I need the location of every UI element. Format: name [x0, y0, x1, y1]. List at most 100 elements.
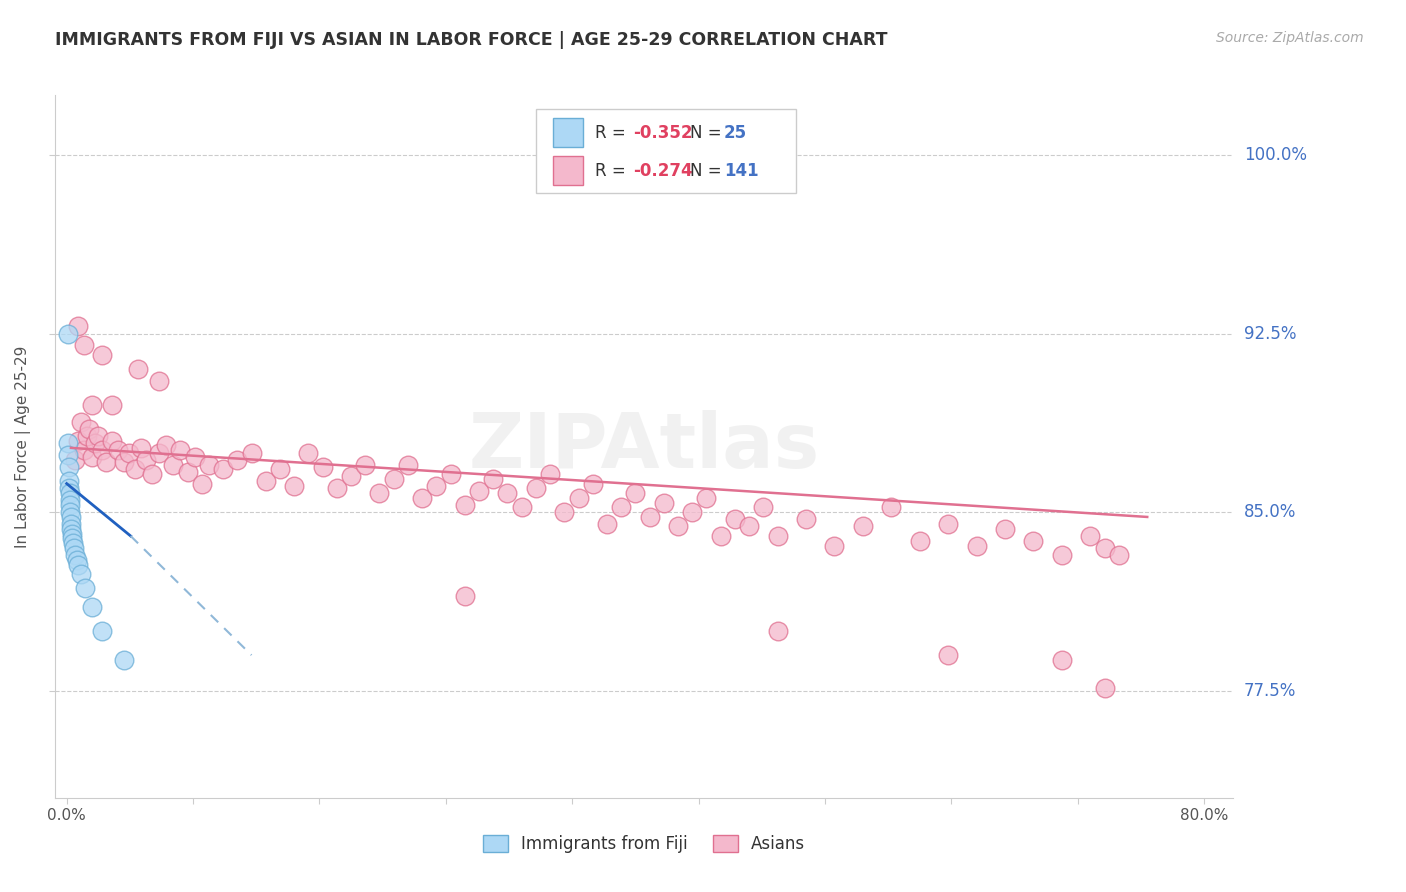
- Text: -0.274: -0.274: [633, 161, 692, 179]
- Point: [59, 505, 82, 519]
- Point: [766, 624, 789, 639]
- Point: [127, 362, 149, 376]
- Point: [638, 510, 661, 524]
- Point: [382, 472, 405, 486]
- Point: [62, 541, 84, 555]
- Point: [101, 398, 124, 412]
- Point: [141, 467, 163, 481]
- Text: R =: R =: [595, 123, 631, 142]
- Text: R =: R =: [595, 161, 631, 179]
- Point: [58, 493, 80, 508]
- Point: [190, 476, 212, 491]
- Point: [112, 455, 135, 469]
- Point: [738, 519, 761, 533]
- Point: [908, 533, 931, 548]
- Point: [1050, 653, 1073, 667]
- Point: [326, 481, 349, 495]
- Point: [96, 455, 118, 469]
- Point: [1094, 541, 1116, 555]
- Point: [118, 445, 141, 459]
- Point: [82, 450, 104, 465]
- Point: [666, 519, 689, 533]
- Point: [454, 589, 477, 603]
- Point: [425, 479, 447, 493]
- Point: [63, 452, 86, 467]
- Point: [67, 319, 90, 334]
- Point: [162, 458, 184, 472]
- Text: 77.5%: 77.5%: [1244, 681, 1296, 700]
- Text: ZIPAtlas: ZIPAtlas: [468, 409, 820, 483]
- Point: [368, 486, 391, 500]
- Point: [936, 517, 959, 532]
- Y-axis label: In Labor Force | Age 25-29: In Labor Force | Age 25-29: [15, 345, 31, 548]
- Point: [82, 600, 104, 615]
- Point: [212, 462, 235, 476]
- Point: [752, 500, 775, 515]
- Point: [852, 519, 875, 533]
- Point: [354, 458, 377, 472]
- Point: [496, 486, 519, 500]
- Point: [567, 491, 589, 505]
- Point: [91, 624, 114, 639]
- Point: [695, 491, 717, 505]
- Text: N =: N =: [690, 123, 727, 142]
- Point: [56, 436, 79, 450]
- Point: [76, 429, 98, 443]
- Point: [1022, 533, 1045, 548]
- Point: [84, 436, 107, 450]
- Point: [87, 429, 110, 443]
- Point: [112, 653, 135, 667]
- Legend: Immigrants from Fiji, Asians: Immigrants from Fiji, Asians: [477, 829, 811, 860]
- Point: [966, 539, 988, 553]
- Point: [148, 374, 170, 388]
- Point: [59, 510, 82, 524]
- Point: [70, 415, 93, 429]
- Point: [129, 441, 152, 455]
- Point: [724, 512, 747, 526]
- Point: [58, 459, 80, 474]
- Point: [311, 459, 333, 474]
- Point: [107, 443, 129, 458]
- Point: [59, 498, 82, 512]
- Point: [62, 536, 84, 550]
- Text: 85.0%: 85.0%: [1244, 503, 1296, 521]
- Point: [169, 443, 191, 458]
- Point: [596, 517, 619, 532]
- Point: [60, 532, 83, 546]
- Point: [135, 452, 157, 467]
- Point: [610, 500, 633, 515]
- Point: [56, 326, 79, 341]
- Point: [880, 500, 903, 515]
- Text: 92.5%: 92.5%: [1244, 325, 1296, 343]
- Point: [1078, 529, 1101, 543]
- Point: [148, 445, 170, 459]
- Point: [411, 491, 433, 505]
- Point: [67, 558, 90, 572]
- Point: [60, 526, 83, 541]
- Point: [58, 474, 80, 488]
- Point: [60, 522, 83, 536]
- Point: [1108, 548, 1130, 562]
- Text: -0.352: -0.352: [633, 123, 692, 142]
- Point: [226, 452, 249, 467]
- Point: [91, 348, 114, 362]
- Point: [624, 486, 647, 500]
- Point: [63, 548, 86, 562]
- Point: [79, 422, 101, 436]
- Point: [823, 539, 845, 553]
- Point: [1050, 548, 1073, 562]
- Point: [439, 467, 461, 481]
- Point: [82, 398, 104, 412]
- Point: [994, 522, 1017, 536]
- Point: [73, 338, 96, 352]
- Point: [710, 529, 733, 543]
- Point: [155, 438, 177, 452]
- Point: [58, 448, 80, 462]
- Text: IMMIGRANTS FROM FIJI VS ASIAN IN LABOR FORCE | AGE 25-29 CORRELATION CHART: IMMIGRANTS FROM FIJI VS ASIAN IN LABOR F…: [55, 31, 887, 49]
- Text: 141: 141: [724, 161, 759, 179]
- Point: [254, 474, 277, 488]
- Text: N =: N =: [690, 161, 727, 179]
- Text: 100.0%: 100.0%: [1244, 145, 1306, 164]
- Point: [240, 445, 263, 459]
- Point: [58, 486, 80, 500]
